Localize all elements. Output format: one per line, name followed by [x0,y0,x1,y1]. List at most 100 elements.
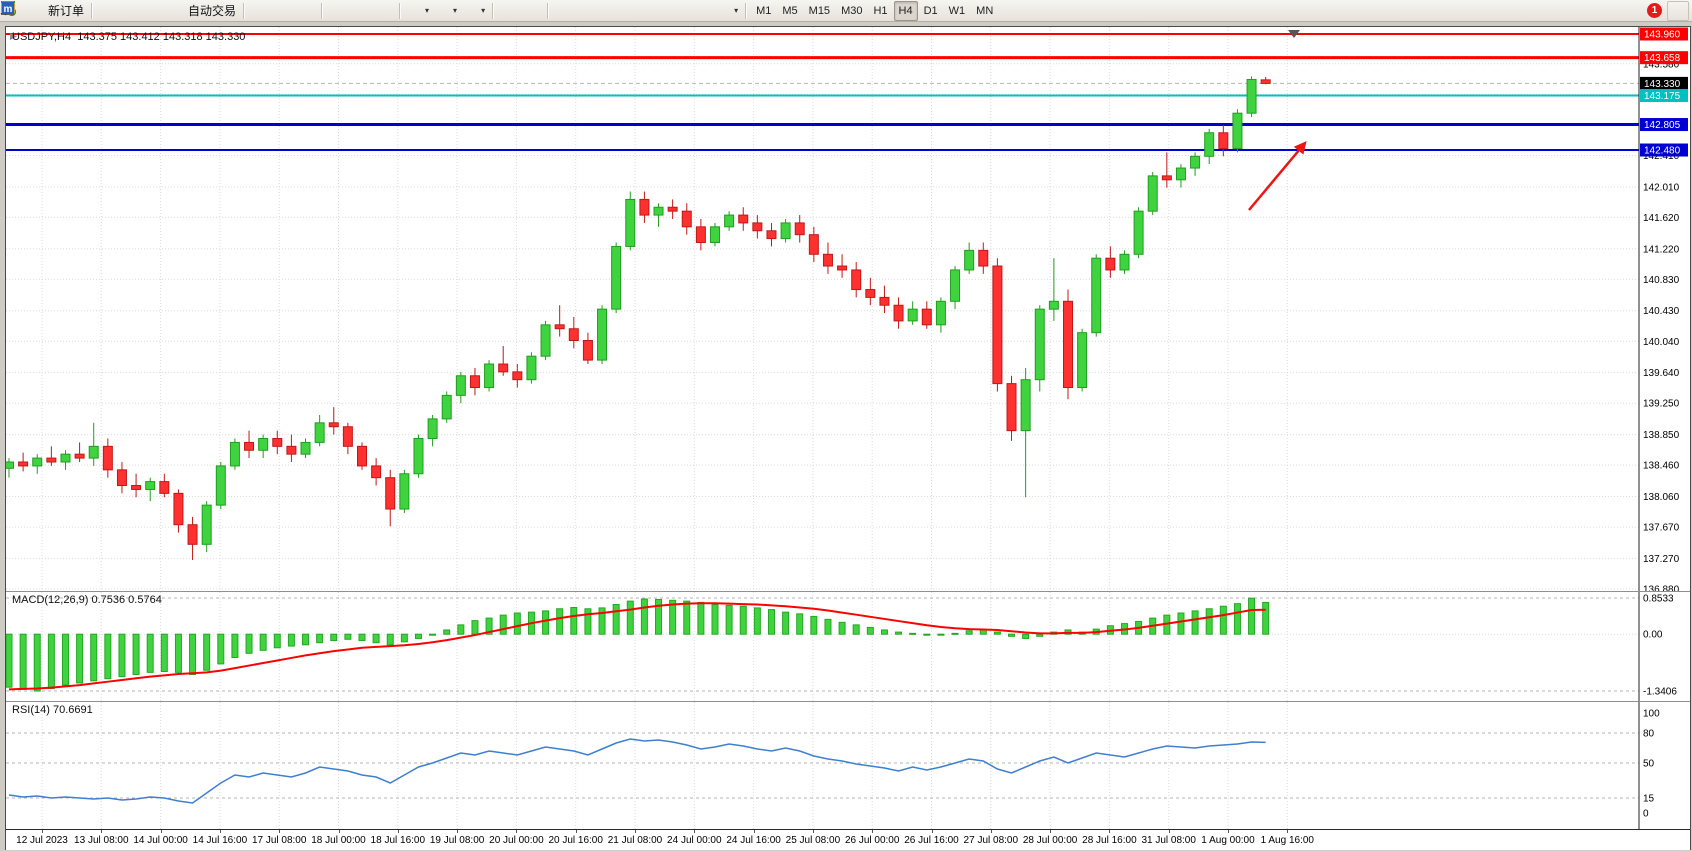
macd-histogram-bar [287,633,295,647]
new-chart-button[interactable] [1,1,119,21]
channel-icon [0,3,641,19]
price-scale[interactable]: 143.580143.190142.800142.410142.010141.6… [1638,27,1688,591]
price-line-label-143.960[interactable] [1640,27,1688,41]
macd-scale[interactable]: 0.8533 0.00 -1.3406 [1638,592,1677,701]
indicators-button[interactable]: ▾ [1,1,432,21]
cursor-button[interactable] [5,1,520,21]
tf-w1[interactable]: W1 [944,1,971,21]
price-scale-label: 140.040 [1643,337,1680,348]
autotrading-button[interactable]: 自动交易 [2,1,239,21]
macd-histogram-bar [513,612,521,635]
bar-chart-button[interactable] [1,1,271,21]
label-icon: T [2,3,710,19]
tf-m1[interactable]: M1 [751,1,776,21]
crosshair-button[interactable] [2,1,543,21]
arrows-button[interactable]: ▾ [2,1,741,21]
candle [427,418,438,439]
time-axis-tick [990,830,992,833]
price-scale-label: 139.640 [1643,368,1680,379]
rsi-canvas[interactable]: 100 80 50 15 0 [6,702,1690,829]
periods-button[interactable]: ▾ [1,1,460,21]
templates-button[interactable]: ▾ [2,1,488,21]
candle [145,481,156,490]
community-button[interactable]: m [2,0,1689,21]
price-chart-canvas[interactable]: 143.580143.190142.800142.410142.010141.6… [6,27,1690,591]
macd-histogram-bar [556,608,564,635]
news-button[interactable] [1,1,1642,21]
candle [314,422,325,443]
price-chart-pane[interactable]: 143.580143.190142.800142.410142.010141.6… [6,27,1690,591]
time-axis[interactable]: 12 Jul 2023 13 Jul 08:00 14 Jul 00:00 14 Ju… [6,829,1690,850]
tf-h1[interactable]: H1 [868,1,892,21]
candle [752,222,763,232]
candlestick-chart-button[interactable] [2,1,294,21]
candle [272,437,283,447]
vertical-line-button[interactable] [7,1,575,21]
macd-histogram-bar [104,633,112,680]
dropdown-caret-icon: ▾ [734,6,739,15]
candle [357,445,367,467]
candle [935,300,946,326]
toolbar-separator [321,2,324,19]
price-line-label-142.805[interactable] [1640,118,1688,132]
rsi-indicator-pane[interactable]: 100 80 50 15 0 RSI(14) 70.6691 [6,701,1690,829]
macd-histogram-bar [640,598,648,635]
macd-histogram-bar [1191,610,1199,635]
candle [484,363,495,389]
candle [215,465,226,506]
macd-histogram-bar [6,633,13,688]
candle [300,441,311,455]
macd-histogram-bar [457,624,465,635]
line-chart-button[interactable] [1,1,317,21]
candle [201,504,212,545]
candle [286,445,297,455]
equidistant-channel-button[interactable] [0,1,644,21]
price-line-label-text: 143.658 [1644,53,1681,64]
fibonacci-button[interactable] [2,1,667,21]
zoom-out-button[interactable] [2,1,372,21]
notifications-button[interactable]: 1 [1644,1,1665,21]
macd-histogram-bar [132,633,140,675]
text-button[interactable]: A [3,1,690,21]
toolbar-separator [745,2,748,19]
time-axis-tick [160,830,162,833]
candle [554,324,565,330]
chart-shift-marker[interactable] [1288,30,1300,38]
macd-histogram-bar [993,631,1001,635]
profiles-button[interactable] [1,1,142,21]
toolbar-separator [91,2,94,19]
horizontal-line-button[interactable] [2,1,598,21]
tf-m5[interactable]: M5 [777,1,802,21]
macd-histogram-bar [683,600,691,635]
time-axis-tick [635,830,636,833]
price-line-label-143.658[interactable] [1640,51,1688,65]
candle [1190,155,1201,169]
candle [667,206,678,212]
macd-histogram-bar [358,633,366,642]
rsi-scale[interactable]: 100 80 50 15 0 [1638,702,1660,829]
candle [653,206,664,216]
time-axis-label: 20 Jul 16:00 [548,835,603,846]
macd-histogram-bar [937,633,945,636]
price-line-label-142.480[interactable] [1640,143,1688,157]
zoom-in-button[interactable] [2,1,349,21]
trend-arrow-annotation[interactable] [1248,141,1307,211]
tf-d1[interactable]: D1 [919,1,943,21]
tf-m15[interactable]: M15 [804,1,835,21]
price-line-label-143.175[interactable] [1640,89,1688,103]
one-click-trading-toggle[interactable] [10,33,17,40]
trendline-button[interactable] [1,1,621,21]
tile-windows-button[interactable] [1,1,395,21]
tf-m30[interactable]: M30 [836,1,867,21]
clock-icon [1,1,452,19]
text-label-button[interactable]: T [2,1,713,21]
macd-canvas[interactable]: 0.8533 0.00 -1.3406 [6,592,1690,701]
macd-indicator-pane[interactable]: 0.8533 0.00 -1.3406 MACD(12,26,9) 0.7536 0… [6,591,1690,701]
macd-histogram-bar [880,629,888,635]
rsi-level-lines [6,732,1639,799]
tf-mn[interactable]: MN [971,1,998,21]
new-order-button[interactable]: 新订单 [2,1,87,21]
tf-h4[interactable]: H4 [893,0,918,21]
data-window-button[interactable] [1,1,165,21]
toolbar-separator [547,2,550,19]
